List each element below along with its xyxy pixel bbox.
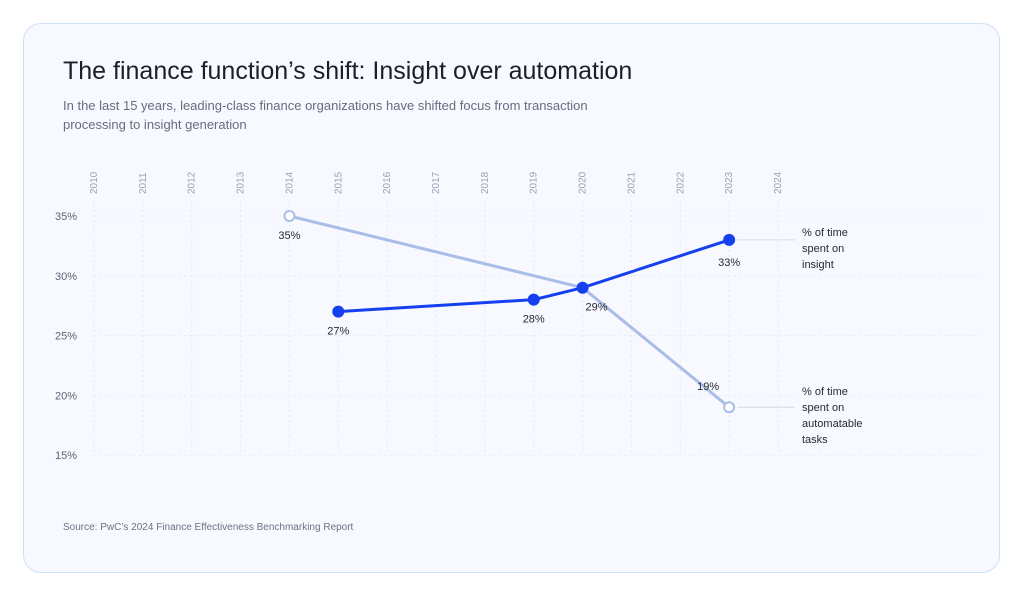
x-tick-label: 2024 — [773, 171, 784, 194]
data-label-automatable: 19% — [697, 381, 719, 393]
data-label-insight: 27% — [327, 326, 349, 338]
x-axis-ticks: 2010 2011 2012 2013 2014 2015 2016 2017 2018 2019… — [89, 171, 784, 194]
x-tick-label: 2012 — [187, 171, 198, 194]
data-label-insight: 28% — [523, 314, 545, 326]
series-line-insight — [336, 238, 731, 314]
chart-subtitle: In the last 15 years, leading-class fina… — [63, 98, 588, 132]
series-label-automatable-line: spent on — [802, 402, 844, 414]
x-tick-label: 2014 — [284, 171, 295, 194]
data-point-automatable — [283, 210, 296, 222]
x-tick-label: 2015 — [333, 171, 344, 194]
x-tick-label: 2020 — [578, 171, 589, 194]
data-point-insight — [576, 281, 589, 294]
x-tick-label: 2022 — [675, 171, 686, 194]
data-point-insight — [527, 293, 540, 306]
y-tick-label: 35% — [55, 211, 77, 223]
data-label-insight: 29% — [586, 302, 608, 314]
data-label-insight: 33% — [718, 257, 740, 269]
x-tick-label: 2013 — [236, 171, 247, 194]
x-tick-label: 2019 — [529, 171, 540, 194]
source-note: Source: PwC’s 2024 Finance Effectiveness… — [63, 522, 354, 533]
chart-title: The finance function’s shift: Insight ov… — [63, 57, 633, 85]
y-tick-label: 15% — [55, 450, 77, 462]
series-layer: 27% 28% 29% 33% 35% 19% % of time spent on insig… — [278, 210, 863, 446]
x-tick-label: 2010 — [89, 171, 100, 194]
y-tick-label: 30% — [55, 271, 77, 283]
data-label-automatable: 35% — [278, 230, 300, 242]
series-label-insight-line: spent on — [802, 243, 844, 255]
y-tick-label: 25% — [55, 331, 77, 343]
x-tick-label: 2016 — [382, 171, 393, 194]
series-label-insight-line: % of time — [802, 227, 848, 239]
x-tick-label: 2021 — [626, 171, 637, 194]
series-label-automatable-line: % of time — [802, 386, 848, 398]
x-tick-label: 2017 — [431, 171, 442, 194]
y-tick-label: 20% — [55, 390, 77, 402]
x-tick-label: 2011 — [138, 172, 149, 194]
chart-card — [23, 23, 1000, 573]
data-point-insight — [723, 233, 736, 246]
series-label-automatable-line: automatable — [802, 418, 863, 430]
x-tick-label: 2018 — [480, 171, 491, 194]
series-label-insight: % of time spent on insight — [802, 227, 848, 271]
y-axis-ticks: 35% 30% 25% 20% 15% — [55, 211, 77, 462]
data-point-insight — [332, 305, 345, 318]
series-label-automatable-line: tasks — [802, 434, 828, 446]
series-label-insight-line: insight — [802, 259, 834, 271]
data-point-automatable — [723, 401, 736, 414]
x-tick-label: 2023 — [724, 171, 735, 194]
series-label-automatable: % of time spent on automatable tasks — [802, 386, 863, 446]
